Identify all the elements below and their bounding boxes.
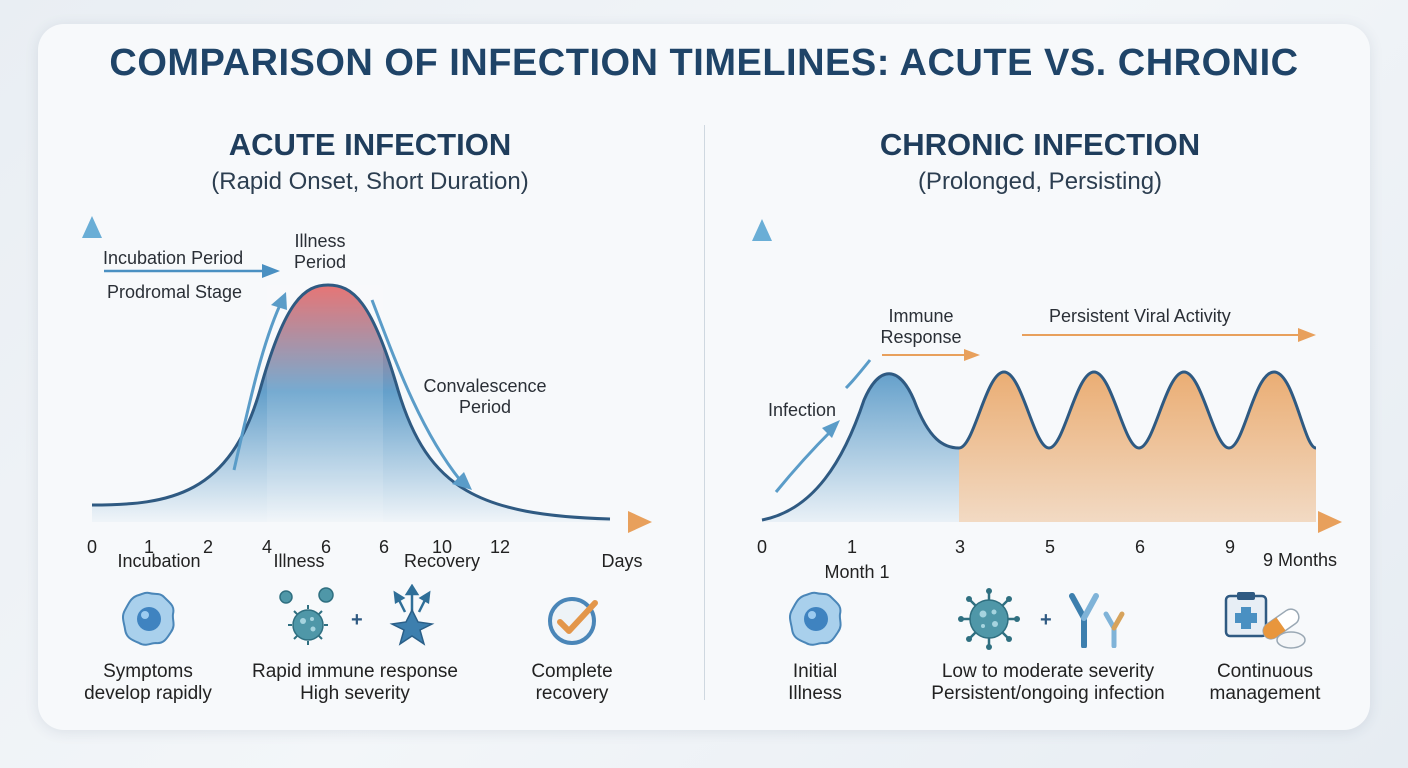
acute-subtitle: (Rapid Onset, Short Duration) <box>211 168 529 195</box>
checkmark-icon <box>548 597 598 645</box>
immune-response-icon <box>389 584 435 646</box>
prodromal-stage-label: Prodromal Stage <box>107 282 243 302</box>
acute-tick-2: 2 <box>202 537 214 557</box>
infection-arrow <box>774 428 834 493</box>
acute-caption-3: Complete recovery <box>531 661 613 704</box>
chronic-caption-3: Continuous management <box>1209 661 1321 704</box>
virus-icon <box>279 587 334 645</box>
chronic-caption-1: Initial Illness <box>788 661 842 704</box>
chronic-x-unit: 9 Months <box>1262 550 1338 570</box>
chronic-area-orange <box>959 372 1316 522</box>
convalescence-period-label: Convalescence Period <box>423 376 547 417</box>
chronic-month-label: Month 1 <box>824 562 890 582</box>
chronic-tick-0: 0 <box>756 537 768 557</box>
acute-illness-band <box>267 285 383 522</box>
acute-tick-7: 12 <box>489 537 511 557</box>
cell-icon <box>788 591 842 646</box>
convalescence-arrow <box>370 299 462 481</box>
acute-y-axis-arrow <box>82 216 102 238</box>
acute-phase-recovery: Recovery <box>403 551 481 571</box>
medical-kit-pills-icon <box>1224 592 1306 649</box>
acute-tick-3: 4 <box>261 537 273 557</box>
chronic-tick-5: 9 <box>1224 537 1236 557</box>
panel-divider <box>704 125 705 700</box>
acute-x-unit: Days <box>601 551 643 571</box>
chronic-tick-4: 6 <box>1134 537 1146 557</box>
immune-response-label: Immune Response <box>880 306 962 347</box>
antibody-icon <box>1069 593 1125 648</box>
chronic-y-axis-arrow <box>752 219 772 241</box>
chronic-subtitle: (Prolonged, Persisting) <box>917 168 1163 195</box>
chronic-tick-3: 5 <box>1044 537 1056 557</box>
illness-period-label: Illness Period <box>293 231 347 272</box>
acute-title: ACUTE INFECTION <box>228 127 512 162</box>
acute-caption-1: Symptoms develop rapidly <box>84 661 212 704</box>
acute-curve-fill <box>92 285 610 522</box>
acute-tick-0: 0 <box>86 537 98 557</box>
acute-caption-2: Rapid immune response High severity <box>252 661 458 704</box>
chronic-timeline-graph <box>752 219 1342 533</box>
acute-plus-sign: + <box>351 609 363 631</box>
acute-phase-incubation: Incubation <box>117 551 201 571</box>
chronic-caption-2: Low to moderate severity Persistent/ongo… <box>931 661 1165 704</box>
chronic-plus-sign: + <box>1040 609 1052 631</box>
rising-arrow <box>232 304 282 471</box>
chronic-x-axis-arrow <box>1318 511 1342 533</box>
infection-label: Infection <box>768 400 837 420</box>
incubation-period-label: Incubation Period <box>103 248 244 268</box>
chronic-tick-1: 1 <box>846 537 858 557</box>
acute-tick-4: 6 <box>320 537 332 557</box>
immune-response-arrow <box>844 359 872 390</box>
acute-x-axis-arrow <box>628 511 652 533</box>
chronic-curve <box>761 370 1317 522</box>
acute-tick-1: 1 <box>143 537 155 557</box>
acute-timeline-graph <box>82 216 652 533</box>
chronic-area-blue <box>762 373 959 522</box>
acute-tick-5: 6 <box>378 537 390 557</box>
acute-tick-6: 10 <box>431 537 453 557</box>
chronic-title: CHRONIC INFECTION <box>879 127 1201 162</box>
chronic-tick-2: 3 <box>954 537 966 557</box>
cell-icon <box>121 591 175 646</box>
acute-phase-illness: Illness <box>273 551 325 571</box>
virus-icon <box>958 588 1020 650</box>
persistent-viral-activity-label: Persistent Viral Activity <box>1049 306 1231 326</box>
page-title: COMPARISON OF INFECTION TIMELINES: ACUTE… <box>109 42 1299 84</box>
